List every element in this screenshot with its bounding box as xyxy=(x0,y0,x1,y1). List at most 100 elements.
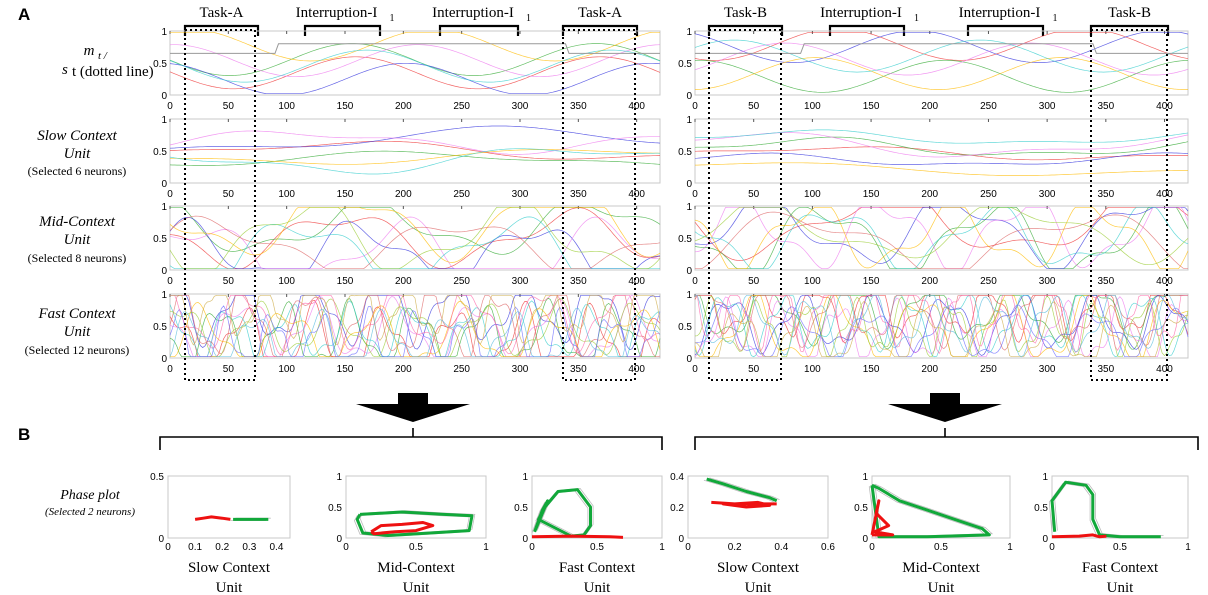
neuron-trace xyxy=(694,206,1189,270)
neuron-trace xyxy=(170,294,661,356)
phase-green-trace xyxy=(1050,480,1161,539)
row-label-mid-line1: Mid-Context xyxy=(38,214,116,230)
y-tick-label: 0.5 xyxy=(678,147,692,158)
x-tick-label: 100 xyxy=(278,276,295,287)
phase-grey-trace xyxy=(536,487,594,536)
x-tick-label: 100 xyxy=(804,364,821,375)
task-boxes xyxy=(184,29,1168,381)
x-tick-label: 0 xyxy=(692,276,698,287)
phase-x-tick: 1 xyxy=(1007,542,1013,553)
y-tick-label: 0 xyxy=(686,179,692,190)
x-tick-label: 100 xyxy=(804,276,821,287)
row-label-fast-line2: Unit xyxy=(64,324,92,340)
row-label-slow-line3: (Selected 6 neurons) xyxy=(28,164,127,178)
x-tick-label: 150 xyxy=(337,101,354,112)
x-tick-label: 0 xyxy=(167,276,173,287)
phase-x-tick: 0.3 xyxy=(242,542,256,553)
neuron-trace xyxy=(694,206,1189,270)
x-tick-label: 300 xyxy=(512,364,529,375)
x-tick-label: 300 xyxy=(1039,101,1056,112)
arrow-down-icon-b xyxy=(888,393,1002,422)
neuron-trace xyxy=(695,294,1188,350)
timeseries-frame xyxy=(694,205,1189,271)
top-bracket-label: Interruption-I xyxy=(820,5,902,21)
neuron-trace xyxy=(694,146,1188,161)
phase-y-tick: 0 xyxy=(1042,534,1048,545)
x-tick-label: 350 xyxy=(1097,276,1114,287)
x-tick-label: 350 xyxy=(1097,189,1114,200)
x-tick-label: 300 xyxy=(1039,189,1056,200)
neuron-trace xyxy=(694,206,1189,270)
phase-xlabel-line1: Fast Context xyxy=(559,560,636,576)
phase-y-tick: 0.5 xyxy=(328,503,342,514)
top-bracket-subscript: 1 xyxy=(526,13,531,24)
y-tick-label: 1 xyxy=(686,202,692,213)
neuron-trace xyxy=(694,303,1189,358)
x-tick-label: 0 xyxy=(692,101,698,112)
row-label-st-line2: s xyxy=(62,62,68,78)
neuron-trace xyxy=(169,150,661,166)
x-tick-label: 400 xyxy=(628,364,645,375)
y-tick-label: 0 xyxy=(686,354,692,365)
x-tick-label: 0 xyxy=(692,189,698,200)
phase-grey-trace xyxy=(1054,480,1164,536)
row-label-slow-line2: Unit xyxy=(64,146,92,162)
neuron-trace xyxy=(694,294,1188,355)
phase-xlabel-line1: Slow Context xyxy=(717,560,800,576)
phase-x-tick: 0 xyxy=(165,542,171,553)
x-tick-label: 250 xyxy=(980,101,997,112)
phase-y-tick: 1 xyxy=(862,472,868,483)
phase-y-tick: 1 xyxy=(336,472,342,483)
neuron-trace xyxy=(169,56,661,90)
top-bracket-subscript: 1 xyxy=(390,13,395,24)
phase-x-tick: 0.5 xyxy=(934,542,948,553)
x-tick-label: 400 xyxy=(1156,364,1173,375)
phase-x-tick: 0.2 xyxy=(215,542,229,553)
row-label-slow-line1: Slow Context xyxy=(37,128,117,144)
neuron-trace xyxy=(169,49,661,83)
neuron-trace xyxy=(169,206,661,270)
x-tick-label: 150 xyxy=(337,189,354,200)
phase-plot-sublabel: (Selected 2 neurons) xyxy=(45,506,135,518)
y-tick-label: 0.5 xyxy=(153,59,167,70)
neuron-trace xyxy=(169,216,661,270)
top-bracket-label: Task-B xyxy=(1108,5,1151,21)
x-tick-label: 150 xyxy=(337,364,354,375)
phase-xlabel-line2: Unit xyxy=(403,580,431,595)
neuron-trace xyxy=(694,152,1189,165)
x-tick-label: 0 xyxy=(167,364,173,375)
x-tick-label: 400 xyxy=(628,101,645,112)
phase-frame xyxy=(1051,475,1189,539)
neuron-trace xyxy=(169,62,661,95)
x-tick-label: 300 xyxy=(512,276,529,287)
x-tick-label: 200 xyxy=(395,276,412,287)
x-tick-label: 350 xyxy=(1097,364,1114,375)
timeseries-frame xyxy=(169,293,661,359)
phase-y-tick: 0.4 xyxy=(670,472,684,483)
x-tick-label: 250 xyxy=(453,101,470,112)
neuron-trace xyxy=(169,305,661,358)
row-label-mt-line1: m xyxy=(84,43,95,59)
phase-x-tick: 0.5 xyxy=(409,542,423,553)
phase-y-tick: 1 xyxy=(522,472,528,483)
x-tick-label: 350 xyxy=(570,189,587,200)
neuron-trace xyxy=(694,31,1189,63)
task-a-end-box xyxy=(562,29,636,381)
neuron-trace xyxy=(694,300,1189,358)
x-tick-label: 100 xyxy=(278,189,295,200)
phase-braces xyxy=(159,428,1199,450)
phase-x-tick: 0 xyxy=(529,542,535,553)
x-tick-label: 400 xyxy=(628,276,645,287)
x-tick-label: 200 xyxy=(395,101,412,112)
y-tick-label: 1 xyxy=(161,115,167,126)
x-tick-label: 400 xyxy=(628,189,645,200)
x-tick-label: 0 xyxy=(167,101,173,112)
y-tick-label: 0 xyxy=(686,91,692,102)
neuron-trace xyxy=(694,57,1189,90)
neuron-trace xyxy=(169,300,661,358)
phase-x-tick: 0.6 xyxy=(821,542,835,553)
y-tick-label: 1 xyxy=(161,27,167,38)
